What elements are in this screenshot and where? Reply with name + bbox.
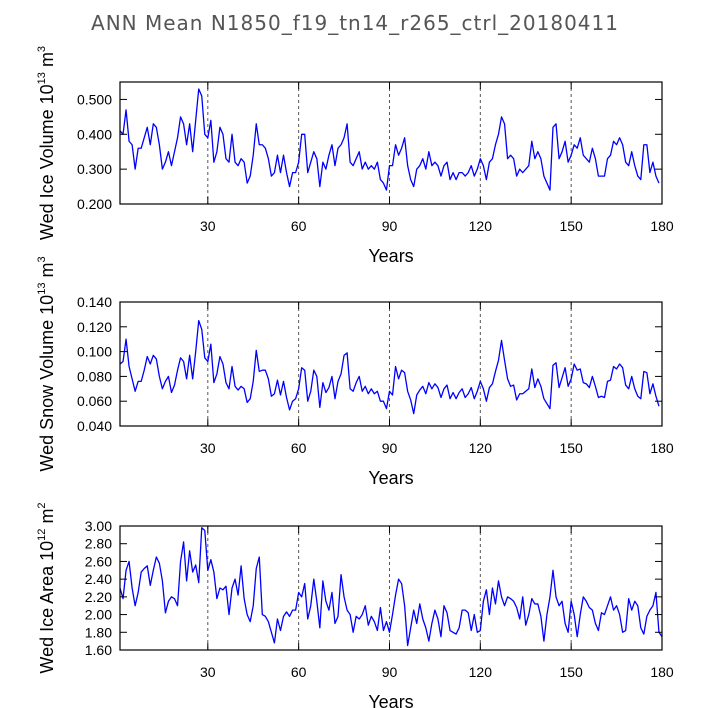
x-tick-label: 150 bbox=[559, 218, 583, 234]
x-axis-title: Years bbox=[368, 246, 413, 266]
y-axis-title-base: Wed Snow Volume 10 bbox=[37, 295, 57, 472]
y-tick-label: 0.080 bbox=[77, 368, 112, 384]
series-line-1 bbox=[119, 88, 660, 191]
x-tick-label: 90 bbox=[382, 218, 398, 234]
y-axis-title-unit-exponent: 3 bbox=[36, 256, 48, 262]
x-tick-label: 120 bbox=[469, 218, 493, 234]
x-tick-label: 60 bbox=[291, 440, 307, 456]
y-axis-title-exponent: 13 bbox=[36, 283, 48, 295]
figure-title: ANN Mean N1850_f19_tn14_r265_ctrl_201804… bbox=[91, 11, 619, 35]
y-tick-label: 0.500 bbox=[77, 91, 112, 107]
x-tick-label: 90 bbox=[382, 664, 398, 680]
x-tick-label: 90 bbox=[382, 440, 398, 456]
chart-panel-3: 1.60 1.802.00 2.20 2.40 2.602.80 3.00 30 60 90 12… bbox=[36, 502, 674, 708]
y-axis-title-unit: m bbox=[37, 263, 57, 283]
x-tick-label: 30 bbox=[200, 218, 216, 234]
plot-frame bbox=[119, 525, 663, 651]
y-axis-title: Wed Ice Volume 1013 m3 bbox=[36, 46, 57, 240]
y-tick-label: 0.300 bbox=[77, 161, 112, 177]
plot-frame bbox=[119, 301, 663, 427]
x-tick-label: 60 bbox=[291, 218, 307, 234]
x-tick-label: 60 bbox=[291, 664, 307, 680]
x-tick-label: 30 bbox=[200, 440, 216, 456]
y-axis-title-unit: m bbox=[37, 509, 57, 529]
y-axis-title: Wed Snow Volume 1013 m3 bbox=[36, 256, 57, 471]
y-tick-label: 0.140 bbox=[77, 294, 112, 310]
y-tick-label: 0.120 bbox=[77, 319, 112, 335]
x-tick-label: 120 bbox=[469, 440, 493, 456]
y-axis-title-exponent: 13 bbox=[36, 72, 48, 84]
y-tick-label: 2.60 bbox=[85, 553, 112, 569]
y-axis-title-unit-exponent: 2 bbox=[36, 502, 48, 508]
y-tick-label: 1.60 bbox=[85, 642, 112, 658]
y-tick-label: 0.400 bbox=[77, 126, 112, 142]
series-line-2 bbox=[119, 319, 660, 415]
x-tick-label: 180 bbox=[650, 664, 674, 680]
x-tick-label: 150 bbox=[559, 440, 583, 456]
panels: 0.200 0.300 0.400 0.500 30 60 90 120 150 180 Years… bbox=[36, 46, 674, 708]
y-tick-label: 1.80 bbox=[85, 624, 112, 640]
y-tick-label: 2.40 bbox=[85, 571, 112, 587]
y-axis-title-unit-exponent: 3 bbox=[36, 46, 48, 52]
y-axis-title: Wed Ice Area 1012 m2 bbox=[36, 502, 57, 673]
y-axis-title-exponent: 12 bbox=[36, 529, 48, 541]
x-tick-label: 30 bbox=[200, 664, 216, 680]
x-tick-label: 120 bbox=[469, 664, 493, 680]
x-tick-label: 150 bbox=[559, 664, 583, 680]
x-tick-label: 180 bbox=[650, 440, 674, 456]
y-axis-title-base: Wed Ice Area 10 bbox=[37, 541, 57, 674]
y-tick-label: 2.00 bbox=[85, 607, 112, 623]
y-tick-label: 2.20 bbox=[85, 589, 112, 605]
chart-panel-2: 0.040 0.060 0.080 0.100 0.120 0.140 30 60 90 120 1… bbox=[36, 256, 674, 488]
x-axis-title: Years bbox=[368, 692, 413, 708]
y-tick-label: 0.100 bbox=[77, 344, 112, 360]
plot-frame bbox=[119, 81, 663, 205]
y-axis-title-base: Wed Ice Volume 10 bbox=[37, 84, 57, 240]
y-tick-label: 0.200 bbox=[77, 196, 112, 212]
y-tick-label: 3.00 bbox=[85, 518, 112, 534]
y-axis-title-unit: m bbox=[37, 52, 57, 72]
x-axis-title: Years bbox=[368, 468, 413, 488]
y-tick-label: 0.040 bbox=[77, 418, 112, 434]
x-tick-label: 180 bbox=[650, 218, 674, 234]
y-tick-label: 2.80 bbox=[85, 536, 112, 552]
y-tick-label: 0.060 bbox=[77, 393, 112, 409]
chart-panel-1: 0.200 0.300 0.400 0.500 30 60 90 120 150 180 Years… bbox=[36, 46, 674, 266]
series-line-3 bbox=[119, 527, 663, 647]
